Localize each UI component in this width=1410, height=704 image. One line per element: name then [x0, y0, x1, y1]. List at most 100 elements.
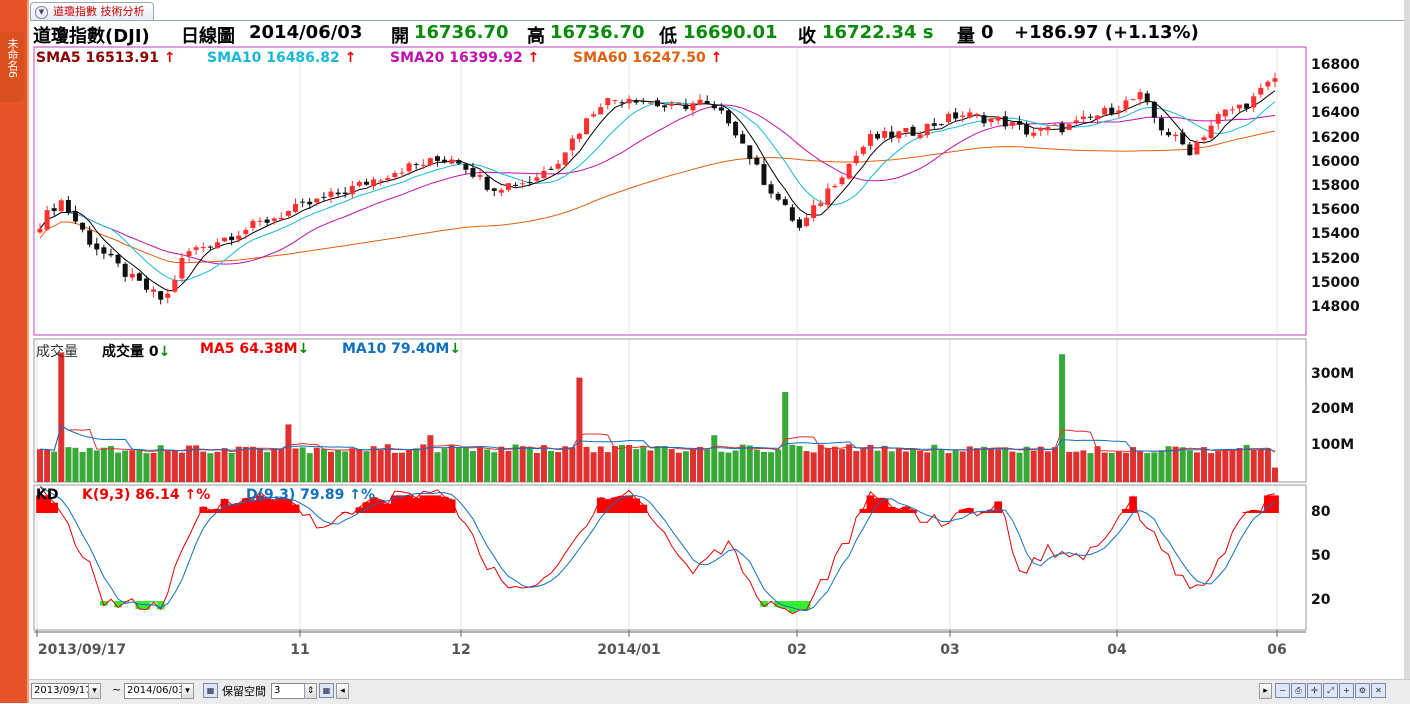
candle-body: [818, 203, 824, 206]
scroll-right-button[interactable]: ▸: [1259, 683, 1272, 699]
volume-bar: [1009, 451, 1016, 482]
price-tick-label: 15800: [1311, 178, 1360, 194]
volume-bar: [668, 449, 675, 482]
side-tab-unnamed[interactable]: 未命名6: [0, 32, 24, 102]
reserve-stepper[interactable]: ⇕: [304, 683, 317, 699]
volume-bar: [186, 445, 193, 482]
date-tick-label: 04: [1107, 642, 1127, 658]
price-panel-frame: [33, 46, 1307, 336]
volume-bar: [881, 445, 888, 482]
candle-body: [548, 168, 554, 170]
volume-bar: [1201, 447, 1208, 482]
volume-bar: [370, 446, 377, 482]
volume-bar: [122, 450, 129, 482]
sma5-legend: SMA5 16513.91 ↑: [36, 50, 176, 66]
candle-body: [328, 191, 334, 197]
candle-body: [1187, 144, 1193, 156]
volume-bar: [1229, 450, 1236, 482]
candle-body: [58, 200, 64, 212]
volume-bar: [1243, 444, 1250, 482]
candle-body: [371, 179, 377, 187]
print-icon[interactable]: ⎙: [1291, 683, 1306, 698]
volume-bar: [420, 444, 427, 482]
crosshair-icon[interactable]: ✛: [1307, 683, 1322, 698]
volume-bar: [484, 449, 491, 482]
volume-bar: [477, 446, 484, 482]
volume-bar: [171, 450, 178, 482]
zoom-out-icon[interactable]: −: [1275, 683, 1290, 698]
zoom-in-icon[interactable]: +: [1339, 683, 1354, 698]
volume-bar: [1066, 451, 1073, 482]
volume-bar: [178, 452, 185, 482]
vol-ma5-value: MA5 64.38M: [200, 341, 298, 357]
price-tick-label: 15000: [1311, 274, 1360, 291]
volume-bar: [505, 450, 512, 482]
k-legend: K(9,3) 86.14 ↑%: [82, 487, 210, 503]
date-tick-label: 06: [1267, 642, 1287, 658]
volume-legend: 成交量 0↓: [102, 341, 170, 361]
volume-bar: [136, 450, 143, 482]
volume-bar: [342, 451, 349, 482]
volume-bar: [328, 451, 335, 482]
volume-bar: [1137, 450, 1144, 482]
candle-body: [910, 126, 916, 136]
index-name: 道瓊指數(DJI): [33, 26, 150, 47]
start-date-input[interactable]: 2013/09/17: [31, 683, 92, 699]
tab-divider: [30, 20, 1404, 21]
volume-bar: [44, 449, 51, 482]
candle-body: [513, 184, 519, 186]
scroll-left-button[interactable]: ◂: [336, 683, 349, 699]
candle-body: [1031, 132, 1037, 136]
volume-bar: [491, 452, 498, 482]
candle-body: [541, 170, 547, 179]
fit-icon[interactable]: ⤢: [1323, 683, 1338, 698]
candle-body: [307, 201, 313, 205]
vol-ma5-legend: MA5 64.38M↓: [200, 341, 309, 357]
end-date-input[interactable]: 2014/06/03: [124, 683, 185, 699]
candle-body: [1166, 132, 1172, 136]
right-scrollbar[interactable]: [1404, 0, 1410, 703]
volume-bar: [952, 449, 959, 482]
volume-bar: [1023, 446, 1030, 482]
volume-bar: [739, 444, 746, 482]
volume-bar: [1108, 452, 1115, 482]
candle-body: [1144, 93, 1150, 103]
volume-bar: [1172, 446, 1179, 482]
up-arrow-icon: ↑: [344, 50, 357, 66]
volume-bar: [562, 446, 569, 482]
calendar-icon[interactable]: ▦: [203, 683, 218, 698]
candle-body: [165, 293, 171, 298]
volume-title: 成交量: [36, 344, 78, 360]
chevron-down-icon[interactable]: ▼: [35, 6, 48, 19]
candle-body: [1066, 124, 1072, 130]
volume-bar: [775, 449, 782, 482]
volume-bar: [157, 445, 164, 482]
tab-technical-analysis[interactable]: ▼ 道瓊指數 技術分析: [30, 2, 154, 20]
date-tick-label: 12: [451, 642, 471, 658]
price-tick-label: 16200: [1311, 129, 1360, 146]
candle-body: [1272, 78, 1278, 82]
candle-body: [278, 217, 284, 220]
close-icon[interactable]: ✕: [1371, 683, 1386, 698]
candle-body: [179, 258, 185, 279]
end-date-dropdown[interactable]: ▾: [181, 683, 194, 699]
volume-bar: [633, 449, 640, 482]
price-chart[interactable]: [0, 0, 1404, 680]
candle-body: [1258, 87, 1264, 95]
volume-bar: [1016, 452, 1023, 482]
reserve-input[interactable]: 3: [271, 683, 305, 699]
candle-body: [80, 222, 86, 230]
volume-bar: [590, 452, 597, 482]
candle-body: [1038, 127, 1044, 131]
settings-icon[interactable]: ⚙: [1355, 683, 1370, 698]
candle-body: [413, 164, 419, 166]
start-date-dropdown[interactable]: ▾: [88, 683, 101, 699]
sma10-line: [39, 101, 1276, 282]
candle-body: [804, 217, 810, 227]
down-arrow-icon: ↓: [297, 341, 310, 357]
apply-icon[interactable]: ▦: [319, 683, 334, 698]
candle-body: [1102, 107, 1108, 115]
candle-body: [1237, 104, 1243, 109]
bottom-toolbar: 2013/09/17 ▾ ~ 2014/06/03 ▾ ▦ 保留空間 3 ⇕ ▦…: [29, 679, 1410, 704]
candle-body: [406, 163, 412, 172]
